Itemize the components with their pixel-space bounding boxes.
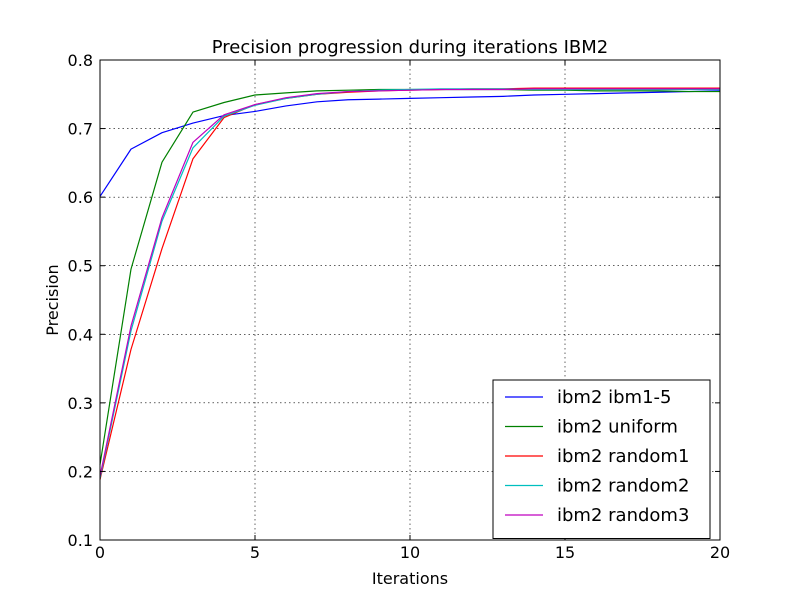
legend: ibm2 ibm1-5 ibm2 uniform ibm2 random1 ibm2 … (492, 379, 711, 539)
legend-label: ibm2 uniform (557, 417, 678, 438)
x-axis-label: Iterations (372, 569, 448, 588)
series-line-ibm2-random3 (99, 88, 720, 477)
legend-label: ibm2 ibm1-5 (557, 387, 672, 408)
y-axis-label: Precision (43, 264, 62, 335)
legend-label: ibm2 random2 (557, 476, 689, 497)
legend-box (492, 379, 711, 539)
y-tick-label: 0.4 (68, 325, 93, 344)
x-tick-label: 20 (710, 543, 730, 562)
y-tick-label: 0.5 (68, 257, 93, 276)
x-tick-label: 0 (95, 543, 105, 562)
series-line-ibm2-ibm1-5 (99, 90, 721, 197)
axis-ticks: 0 5 10 15 20 0.1 0.2 0.3 0.4 0.5 0.6 0.7 0.8 (68, 51, 731, 562)
series-line-ibm2-random2 (99, 88, 720, 479)
y-tick-label: 0.1 (68, 531, 93, 550)
y-tick-label: 0.3 (68, 394, 93, 413)
x-tick-label: 5 (250, 543, 260, 562)
y-tick-label: 0.8 (68, 51, 93, 70)
grid-lines (100, 60, 720, 540)
legend-label: ibm2 random1 (557, 446, 689, 467)
chart-title: Precision progression during iterations … (212, 37, 608, 58)
y-tick-label: 0.7 (68, 120, 93, 139)
x-tick-label: 15 (555, 543, 575, 562)
x-tick-label: 10 (400, 543, 420, 562)
y-tick-label: 0.6 (68, 188, 93, 207)
legend-label: ibm2 random3 (557, 505, 689, 526)
plot-series (99, 87, 721, 480)
y-tick-label: 0.2 (68, 462, 93, 481)
